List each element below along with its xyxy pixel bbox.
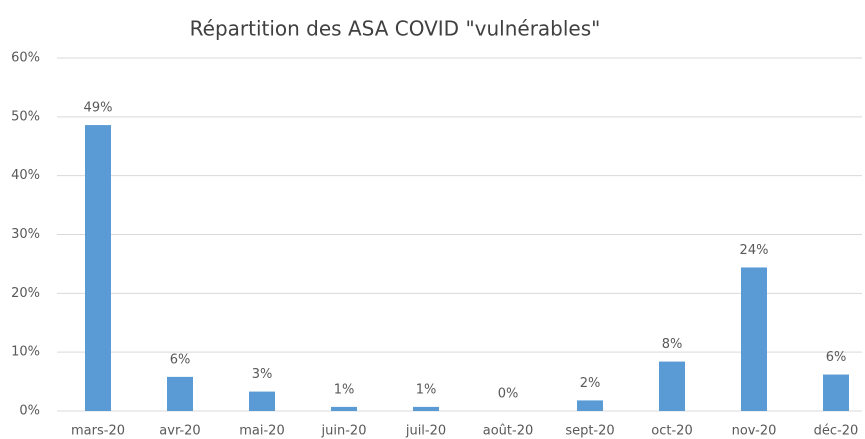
- bar: [249, 391, 275, 411]
- bar: [823, 374, 849, 411]
- x-tick-label: déc-20: [814, 424, 859, 439]
- x-tick-label: juin-20: [321, 424, 367, 439]
- y-tick-label: 30%: [11, 227, 40, 242]
- x-tick-label: mai-20: [239, 424, 284, 439]
- bar: [85, 125, 111, 411]
- y-tick-label: 60%: [11, 51, 40, 66]
- bar: [413, 406, 439, 411]
- data-label: 49%: [84, 101, 113, 116]
- data-label: 6%: [826, 350, 847, 365]
- y-tick-label: 40%: [11, 168, 40, 183]
- x-tick-label: mars-20: [71, 424, 125, 439]
- bar: [331, 406, 357, 411]
- bar: [659, 361, 685, 411]
- data-label: 1%: [334, 382, 355, 397]
- data-label: 0%: [498, 387, 519, 402]
- x-tick-label: juil-20: [405, 424, 446, 439]
- x-tick-label: avr-20: [159, 424, 200, 439]
- x-tick-label: oct-20: [651, 424, 692, 439]
- data-label: 2%: [580, 376, 601, 391]
- chart-title: Répartition des ASA COVID "vulnérables": [190, 17, 601, 41]
- x-tick-label: sept-20: [565, 424, 614, 439]
- bar: [167, 376, 193, 411]
- data-label: 24%: [740, 243, 769, 258]
- y-tick-label: 50%: [11, 109, 40, 124]
- data-label: 8%: [662, 337, 683, 352]
- bar: [577, 400, 603, 411]
- y-tick-label: 0%: [19, 404, 40, 419]
- x-tick-label: nov-20: [732, 424, 777, 439]
- y-tick-label: 20%: [11, 286, 40, 301]
- x-tick-label: août-20: [483, 424, 534, 439]
- y-tick-label: 10%: [11, 345, 40, 360]
- data-label: 3%: [252, 367, 273, 382]
- data-label: 1%: [416, 382, 437, 397]
- data-label: 6%: [170, 352, 191, 367]
- bar: [741, 267, 767, 411]
